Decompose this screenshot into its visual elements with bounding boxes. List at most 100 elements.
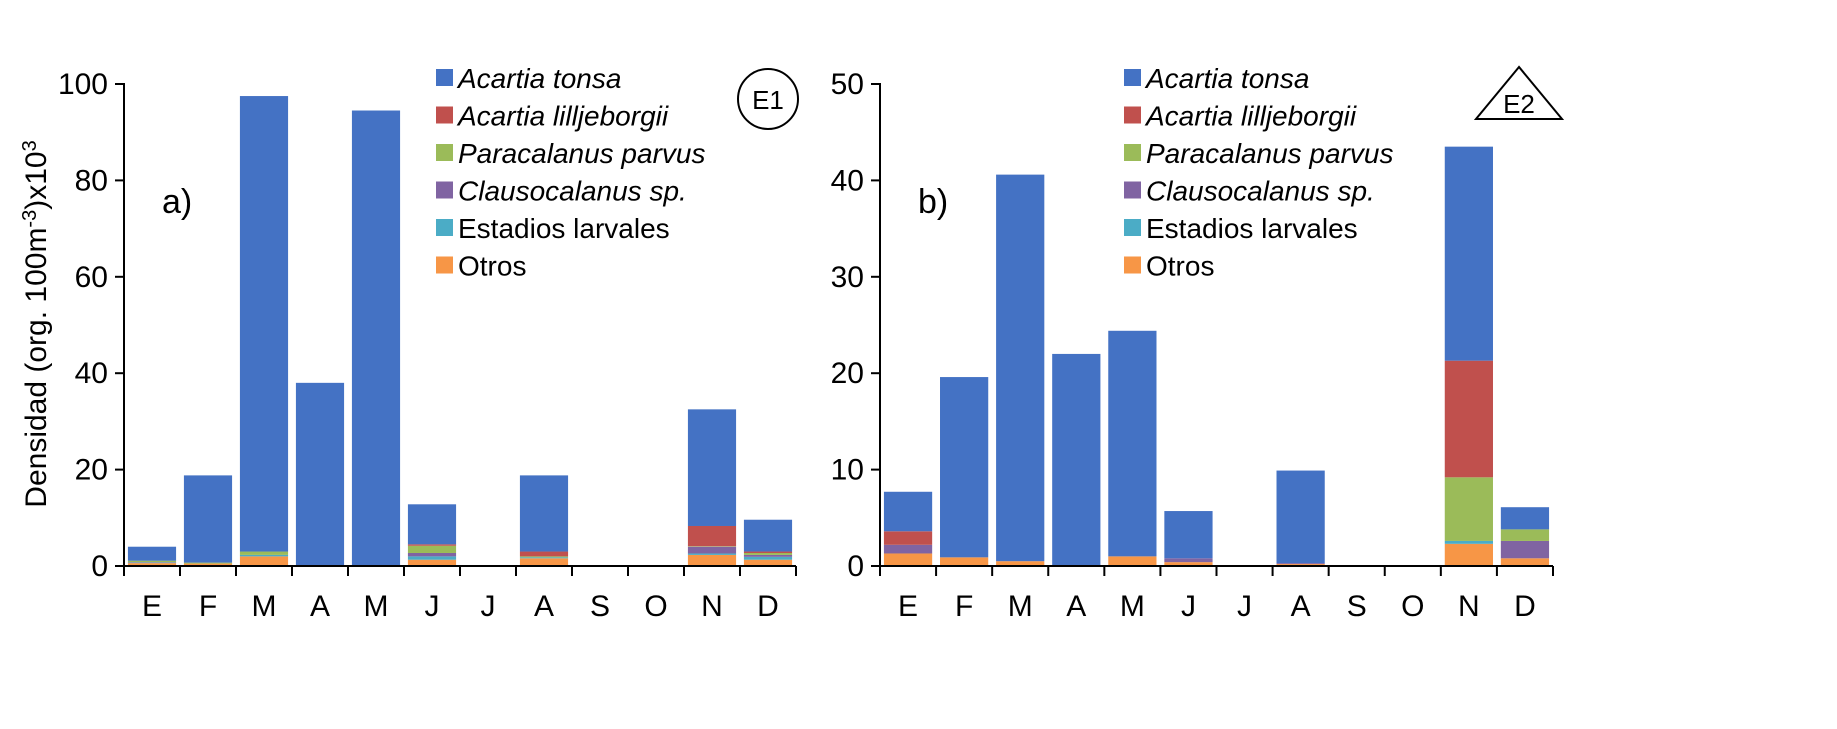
x-tick-label: D xyxy=(757,590,779,623)
bar-segment xyxy=(519,551,569,557)
x-tick-label: E xyxy=(898,590,918,623)
bar-segment xyxy=(996,561,1045,566)
bar-segment xyxy=(1108,330,1157,557)
x-tick-label: M xyxy=(252,590,277,623)
bar-segment xyxy=(743,554,793,557)
bar-segment xyxy=(1276,563,1325,565)
bar-segment xyxy=(1444,360,1493,478)
bar-segment xyxy=(687,546,737,554)
bar-segment xyxy=(687,525,737,547)
x-tick-label: J xyxy=(1237,590,1252,623)
panel-label: a) xyxy=(162,183,192,221)
bar-segment xyxy=(883,531,933,545)
bar-segment xyxy=(1500,558,1550,566)
bar-segment xyxy=(1444,146,1493,361)
x-tick-label: F xyxy=(199,590,217,623)
x-tick-label: J xyxy=(1181,590,1196,623)
bar-segment xyxy=(127,560,177,563)
bar-segment xyxy=(351,110,401,566)
x-tick-label: M xyxy=(1008,590,1033,623)
bar-segment xyxy=(996,174,1045,562)
legend-swatch xyxy=(1124,69,1141,86)
y-tick-label: 80 xyxy=(75,164,108,197)
x-tick-label: J xyxy=(425,590,440,623)
legend-label: Otros xyxy=(1146,251,1214,282)
bar-segment xyxy=(687,554,737,566)
y-tick-label: 40 xyxy=(75,357,108,390)
bar-segment xyxy=(940,557,989,566)
y-tick-label: 100 xyxy=(58,68,108,101)
bar-segment xyxy=(1164,511,1213,559)
bar-segment xyxy=(743,519,793,552)
legend-label: Paracalanus parvus xyxy=(1146,138,1393,169)
legend-swatch xyxy=(1124,219,1141,236)
legend-swatch xyxy=(1124,144,1141,161)
legend-swatch xyxy=(436,181,453,199)
bar-segment xyxy=(127,546,177,561)
bar-segment xyxy=(407,544,457,546)
bar-segment xyxy=(743,556,793,560)
x-tick-label: A xyxy=(534,590,554,623)
station-triangle-icon xyxy=(1473,65,1565,120)
legend-swatch xyxy=(436,256,453,274)
x-tick-label: J xyxy=(481,590,496,623)
y-tick-label: 30 xyxy=(831,261,864,294)
bar-segment xyxy=(183,475,233,563)
x-tick-label: A xyxy=(310,590,330,623)
bar-segment xyxy=(883,544,933,554)
y-tick-label: 10 xyxy=(831,454,864,487)
bar-segment xyxy=(687,553,737,555)
bar-segment xyxy=(1500,507,1550,530)
y-tick-label: 0 xyxy=(91,550,108,583)
bar-segment xyxy=(183,562,233,564)
bar-segment xyxy=(519,558,569,566)
bar-segment xyxy=(239,96,289,552)
x-tick-label: N xyxy=(1458,590,1480,623)
x-tick-label: A xyxy=(1066,590,1086,623)
legend-label: Acartia lilljeborgii xyxy=(1144,101,1357,132)
bar-segment xyxy=(743,552,793,555)
x-tick-label: D xyxy=(1514,590,1536,623)
legend-label: Acartia tonsa xyxy=(456,63,621,94)
x-tick-label: M xyxy=(364,590,389,623)
bar-segment xyxy=(239,551,289,555)
bar-segment xyxy=(687,409,737,526)
y-tick-label: 60 xyxy=(75,261,108,294)
x-tick-label: S xyxy=(590,590,610,623)
bar-segment xyxy=(1444,543,1493,566)
x-tick-label: O xyxy=(1401,590,1424,623)
bar-segment xyxy=(407,504,457,545)
legend-swatch xyxy=(436,144,453,161)
legend-swatch xyxy=(436,106,453,124)
bar-segment xyxy=(407,556,457,560)
station-label: E1 xyxy=(752,85,784,115)
bar-segment xyxy=(407,545,457,553)
legend-label: Clausocalanus sp. xyxy=(458,176,687,207)
bar-segment xyxy=(1108,556,1157,566)
bar-segment xyxy=(883,491,933,532)
bar-segment xyxy=(239,554,289,557)
legend-swatch xyxy=(1124,181,1141,199)
y-axis-title: Densidad (org. 100m-3)x103 xyxy=(19,140,53,507)
y-tick-label: 50 xyxy=(831,68,864,101)
legend-swatch xyxy=(436,219,453,236)
legend-label: Estadios larvales xyxy=(458,213,670,244)
legend-swatch xyxy=(1124,106,1141,124)
y-tick-label: 0 xyxy=(847,550,864,583)
bar-segment xyxy=(1500,529,1550,541)
bar-segment xyxy=(1164,558,1213,563)
legend-swatch xyxy=(436,69,453,86)
bar-segment xyxy=(519,557,569,559)
bar-segment xyxy=(1444,540,1493,544)
bar-segment xyxy=(1500,540,1550,559)
bar-segment xyxy=(743,559,793,566)
x-tick-label: N xyxy=(701,590,723,623)
bar-segment xyxy=(407,559,457,566)
bar-segment xyxy=(743,551,793,553)
bar-segment xyxy=(519,556,569,558)
bar-segment xyxy=(407,552,457,557)
legend-label: Otros xyxy=(458,251,526,282)
bar-segment xyxy=(1164,562,1213,566)
